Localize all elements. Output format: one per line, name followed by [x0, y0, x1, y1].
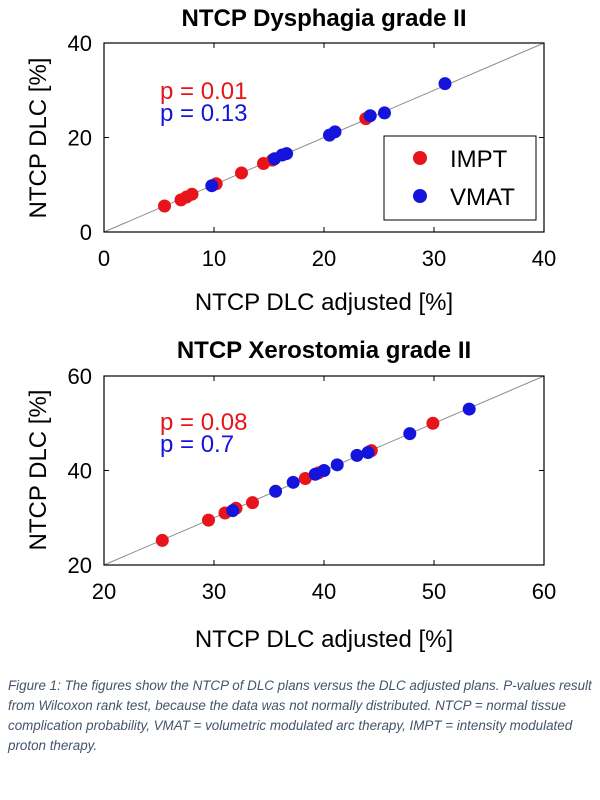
chart-title: NTCP Dysphagia grade II — [182, 5, 467, 32]
data-point-vmat — [280, 147, 294, 161]
legend-label-impt: IMPT — [450, 146, 508, 173]
data-point-vmat — [286, 475, 300, 489]
chart-dysphagia: NTCP Dysphagia grade II 0 10 20 30 40 0 20 40 p… — [25, 5, 556, 316]
y-tick-label: 40 — [68, 459, 92, 484]
p-value-impt: p = 0.01 — [160, 78, 247, 105]
p-value-vmat: p = 0.13 — [160, 100, 247, 127]
x-tick-label: 40 — [312, 579, 336, 604]
legend-marker-vmat — [413, 189, 427, 203]
data-point-vmat — [205, 179, 219, 193]
x-tick-label: 30 — [202, 579, 226, 604]
y-axis-label: NTCP DLC [%] — [25, 390, 52, 551]
figure: NTCP Dysphagia grade II 0 10 20 30 40 0 20 40 p… — [25, 5, 556, 653]
data-point-impt — [155, 533, 169, 547]
data-point-vmat — [378, 106, 391, 120]
legend-label-vmat: VMAT — [450, 184, 515, 211]
legend: IMPT VMAT — [383, 135, 537, 221]
data-point-impt — [235, 166, 248, 180]
legend-box — [383, 135, 537, 221]
data-point-impt — [298, 472, 312, 486]
data-point-vmat — [403, 427, 417, 441]
data-point-vmat — [350, 448, 364, 462]
data-point-vmat — [361, 446, 375, 460]
figure-caption: Figure 1: The figures show the NTCP of D… — [8, 678, 592, 753]
data-point-impt — [185, 187, 199, 201]
plot-area — [103, 375, 545, 566]
chart-title: NTCP Xerostomia grade II — [177, 337, 471, 364]
p-value-impt: p = 0.08 — [160, 409, 247, 436]
data-point-impt — [246, 496, 259, 510]
y-tick-label: 20 — [68, 126, 92, 151]
y-tick-label: 40 — [68, 31, 92, 56]
p-value-vmat: p = 0.7 — [160, 431, 234, 458]
legend-marker-impt — [413, 151, 427, 165]
data-point-impt — [426, 416, 440, 430]
data-point-vmat — [269, 484, 283, 498]
data-point-impt — [158, 199, 171, 213]
x-tick-label: 50 — [422, 579, 446, 604]
plot-area — [103, 42, 545, 233]
data-point-vmat — [438, 77, 452, 91]
data-point-vmat — [317, 464, 331, 477]
y-tick-label: 60 — [68, 364, 92, 389]
x-tick-label: 20 — [312, 246, 336, 271]
y-tick-label: 0 — [80, 220, 92, 245]
x-tick-label: 10 — [202, 246, 226, 271]
data-point-vmat — [363, 109, 377, 123]
y-axis-label: NTCP DLC [%] — [25, 58, 52, 219]
x-tick-label: 0 — [98, 246, 110, 271]
x-tick-label: 20 — [92, 579, 116, 604]
chart-xerostomia: NTCP Xerostomia grade II 20 30 40 50 60 20 40 6… — [25, 337, 556, 653]
x-axis-label: NTCP DLC adjusted [%] — [195, 289, 453, 316]
data-point-vmat — [462, 402, 476, 416]
data-point-impt — [202, 513, 215, 527]
x-axis-label: NTCP DLC adjusted [%] — [195, 626, 453, 653]
data-point-vmat — [330, 458, 344, 472]
data-point-vmat — [328, 125, 342, 139]
x-tick-label: 60 — [532, 579, 556, 604]
data-point-vmat — [226, 504, 240, 518]
x-tick-label: 30 — [422, 246, 446, 271]
y-tick-label: 20 — [68, 553, 92, 578]
x-tick-label: 40 — [532, 246, 556, 271]
